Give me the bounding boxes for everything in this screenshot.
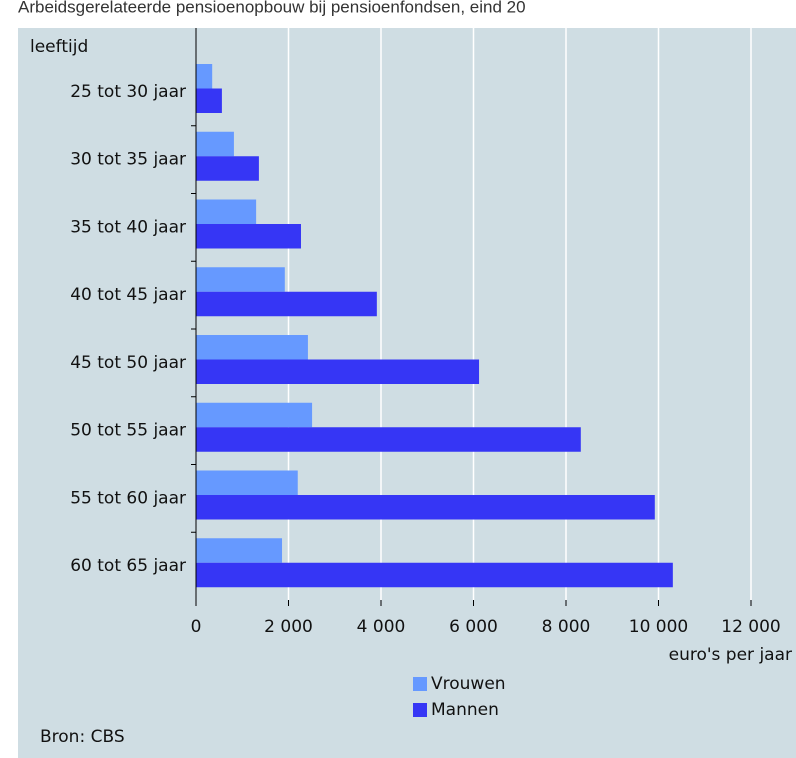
y-tick-label: 35 tot 40 jaar [70, 217, 186, 237]
bar [196, 562, 673, 588]
y-tick-label: 40 tot 45 jaar [70, 285, 186, 305]
y-tick-label: 50 tot 55 jaar [70, 421, 186, 441]
y-axis-label: leeftijd [30, 37, 88, 57]
legend-label: Vrouwen [431, 674, 506, 694]
y-tick-label: 60 tot 65 jaar [70, 556, 186, 576]
x-tick-label: 0 [191, 617, 202, 637]
bar [196, 470, 298, 495]
y-tick-label: 30 tot 35 jaar [70, 150, 186, 170]
bar [196, 335, 308, 360]
bar [196, 224, 301, 249]
x-tick-label: 2 000 [264, 617, 313, 637]
bar [196, 156, 259, 181]
bar [196, 359, 480, 384]
bar [196, 267, 285, 292]
x-tick-label: 8 000 [542, 617, 591, 637]
bar [196, 88, 222, 113]
x-tick-label: 6 000 [449, 617, 498, 637]
legend-swatch [413, 703, 427, 717]
bar [196, 131, 234, 157]
x-tick-label: 10 000 [629, 617, 688, 637]
bar [196, 427, 581, 452]
bar [196, 64, 213, 89]
bar [196, 402, 313, 428]
legend-swatch [413, 677, 427, 691]
bar [196, 495, 655, 520]
y-tick-label: 55 tot 60 jaar [70, 488, 186, 508]
bar [196, 291, 377, 317]
y-tick-label: 25 tot 30 jaar [70, 82, 186, 102]
y-tick-label: 45 tot 50 jaar [70, 353, 186, 373]
bar [196, 199, 257, 224]
legend-label: Mannen [431, 700, 499, 720]
panel [18, 28, 796, 758]
chart-title: Arbeidsgerelateerde pensioenopbouw bij p… [18, 0, 526, 16]
x-axis-label: euro's per jaar [669, 645, 792, 665]
bar [196, 538, 283, 563]
source: Bron: CBS [40, 727, 125, 747]
x-tick-label: 12 000 [721, 617, 780, 637]
x-tick-label: 4 000 [357, 617, 406, 637]
